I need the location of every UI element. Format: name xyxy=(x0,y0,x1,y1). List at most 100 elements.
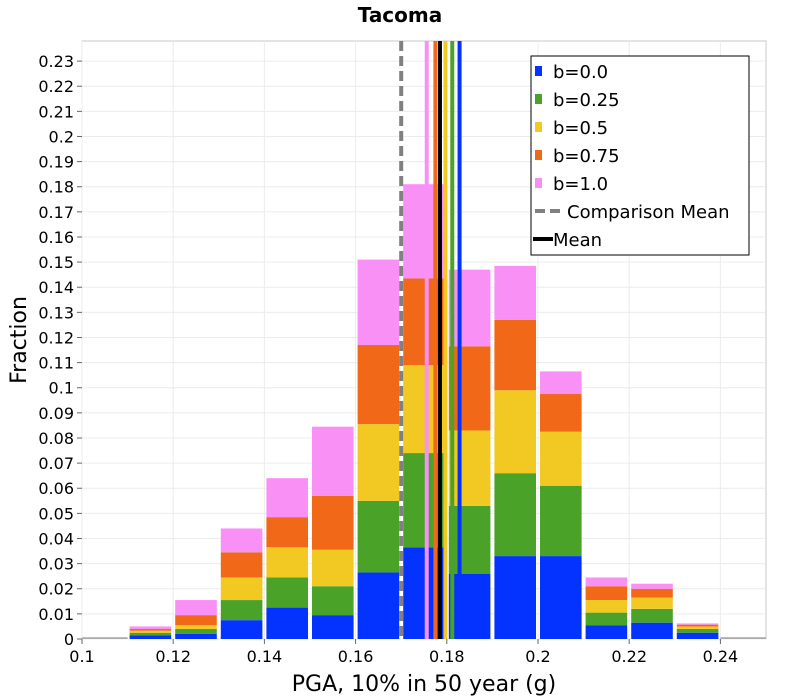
y-tick-label: 0.18 xyxy=(38,178,74,197)
bar-segment xyxy=(403,453,445,548)
y-axis-title: Fraction xyxy=(7,296,32,384)
bar-segment xyxy=(676,628,719,633)
bar-segment xyxy=(448,269,491,347)
chart-title: Tacoma xyxy=(358,3,443,27)
bar-segment xyxy=(220,577,263,601)
bar-segment xyxy=(403,365,445,454)
legend-swatch xyxy=(535,150,542,160)
bar-segment xyxy=(631,583,673,589)
y-tick-label: 0.17 xyxy=(38,203,74,222)
bar-baseline xyxy=(720,637,766,639)
bar-segment xyxy=(631,588,673,598)
x-tick-label: 0.18 xyxy=(429,647,465,666)
legend-swatch xyxy=(535,66,542,76)
y-axis: 0 0.01 0.02 0.03 0.04 0.05 0.06 0.07 0.08 0.09 0.1… xyxy=(38,52,82,649)
legend-swatch xyxy=(535,178,542,188)
legend-label: Comparison Mean xyxy=(567,202,730,223)
bar-segment xyxy=(494,473,536,557)
bar-segment xyxy=(312,426,354,496)
bar-segment xyxy=(129,630,172,633)
x-tick-label: 0.14 xyxy=(247,647,283,666)
legend-label: b=0.25 xyxy=(553,90,620,111)
bar-segment xyxy=(448,573,491,639)
y-tick-label: 0.07 xyxy=(38,454,74,473)
bar-segment xyxy=(585,600,628,613)
y-tick-label: 0.02 xyxy=(38,580,74,599)
x-axis: 0.1 0.12 0.14 0.16 0.18 0.2 0.22 0.24 xyxy=(69,639,738,666)
y-tick-label: 0.03 xyxy=(38,555,74,574)
y-tick-label: 0.04 xyxy=(38,529,74,548)
y-tick-label: 0.12 xyxy=(38,328,74,347)
y-tick-label: 0.2 xyxy=(49,127,74,146)
bar-segment xyxy=(220,620,263,639)
x-tick-label: 0.2 xyxy=(525,647,550,666)
bar-segment xyxy=(540,394,582,432)
bars xyxy=(82,184,766,639)
bar-segment xyxy=(129,626,172,629)
legend-box xyxy=(530,55,750,256)
mean-lines xyxy=(399,41,462,639)
y-tick-label: 0.19 xyxy=(38,153,74,172)
y-tick-label: 0.1 xyxy=(49,379,74,398)
y-tick-label: 0.11 xyxy=(38,354,74,373)
bar-segment xyxy=(676,632,719,639)
bar-segment xyxy=(631,608,673,623)
bar-segment xyxy=(403,184,445,279)
bar-segment xyxy=(494,556,536,639)
y-tick-label: 0.08 xyxy=(38,429,74,448)
legend-label: b=0.5 xyxy=(553,118,608,139)
bar-segment xyxy=(494,265,536,320)
bar-segment xyxy=(585,577,628,587)
x-tick-label: 0.12 xyxy=(155,647,191,666)
legend-swatch xyxy=(535,94,542,104)
bar-segment xyxy=(357,259,400,346)
bar-segment xyxy=(266,547,308,578)
y-tick-label: 0.22 xyxy=(38,77,74,96)
bar-segment xyxy=(494,390,536,474)
bar-segment xyxy=(676,624,719,627)
bar-segment xyxy=(175,615,217,626)
bar-segment xyxy=(312,495,354,550)
y-tick-label: 0.13 xyxy=(38,303,74,322)
y-tick-label: 0.15 xyxy=(38,253,74,272)
bar-segment xyxy=(129,635,172,639)
x-tick-label: 0.16 xyxy=(338,647,374,666)
bar-segment xyxy=(403,547,445,639)
bar-segment xyxy=(129,632,172,636)
bar-segment xyxy=(357,500,400,573)
bar-segment xyxy=(494,319,536,391)
bar-segment xyxy=(312,615,354,639)
bar-segment xyxy=(448,430,491,506)
x-tick-label: 0.22 xyxy=(611,647,647,666)
x-tick-label: 0.24 xyxy=(703,647,739,666)
bar-segment xyxy=(631,597,673,609)
x-tick-label: 0.1 xyxy=(69,647,94,666)
bar-segment xyxy=(448,505,491,574)
bar-baseline xyxy=(82,637,128,639)
bar-segment xyxy=(175,625,217,629)
bar-segment xyxy=(220,528,263,553)
y-tick-label: 0 xyxy=(64,630,74,649)
bar-segment xyxy=(266,517,308,548)
bar-segment xyxy=(540,431,582,486)
bar-segment xyxy=(540,371,582,395)
legend-label: Mean xyxy=(553,230,602,251)
legend-swatch xyxy=(535,122,542,132)
bar-segment xyxy=(631,622,673,639)
bar-segment xyxy=(676,623,719,625)
bar-segment xyxy=(585,586,628,601)
bar-segment xyxy=(585,612,628,626)
legend-label: b=0.75 xyxy=(553,146,620,167)
bar-segment xyxy=(175,628,217,634)
y-tick-label: 0.01 xyxy=(38,605,74,624)
y-tick-label: 0.05 xyxy=(38,504,74,523)
bar-segment xyxy=(448,346,491,431)
bar-segment xyxy=(175,633,217,639)
bar-segment xyxy=(266,577,308,608)
bar-segment xyxy=(676,626,719,629)
x-axis-title: PGA, 10% in 50 year (g) xyxy=(292,672,556,697)
legend-label: b=0.0 xyxy=(553,62,608,83)
bar-segment xyxy=(403,278,445,366)
legend: b=0.0 b=0.25 b=0.5 b=0.75 b=1.0 Comparison Me… xyxy=(530,55,750,256)
